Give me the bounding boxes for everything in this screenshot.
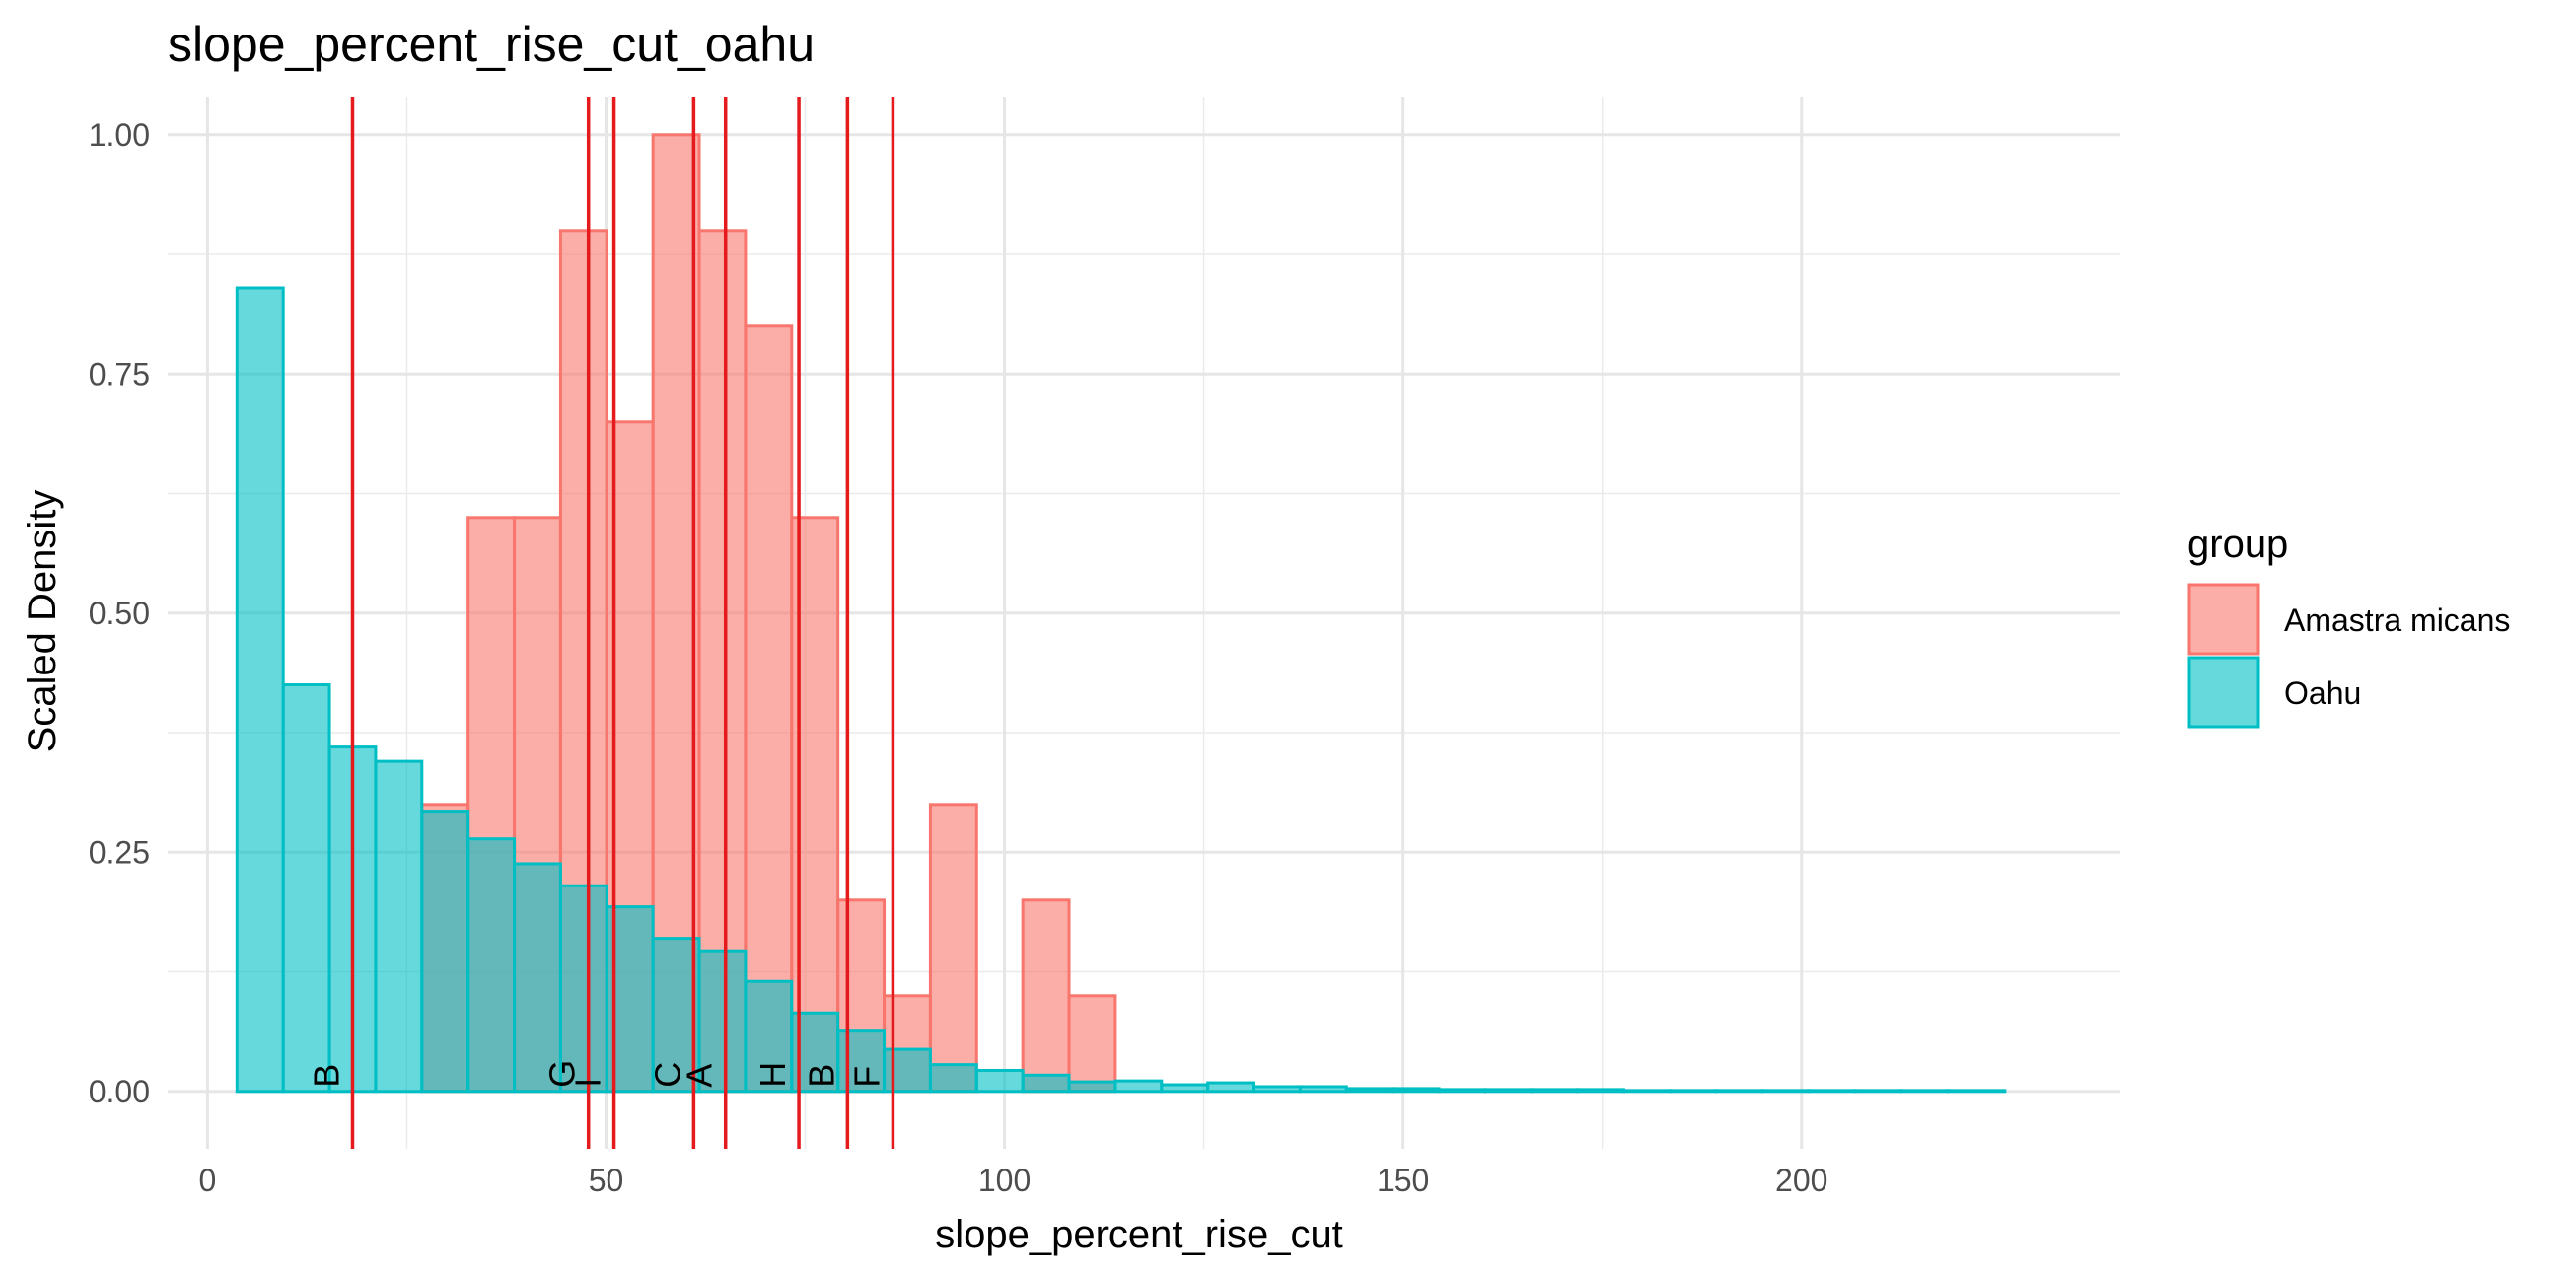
legend-title: group: [2187, 523, 2288, 566]
bar-oahu: [1899, 1089, 1950, 1094]
legend: group Amastra micans Oahu: [2187, 523, 2510, 729]
bar-oahu: [1946, 1089, 2007, 1094]
bar-oahu: [1853, 1089, 1903, 1094]
bar-oahu: [1437, 1088, 1487, 1094]
y-axis-title: Scaled Density: [21, 490, 64, 753]
y-tick-label: 1.00: [89, 117, 150, 153]
x-tick-label: 200: [1775, 1163, 1827, 1198]
reference-line-label: B: [306, 1064, 346, 1088]
axis-ticks: 0 50 100 150 200 0.00 0.25 0.50 0.75 1.00: [89, 117, 1828, 1198]
y-tick-label: 0.50: [89, 596, 150, 631]
bar-oahu: [1530, 1088, 1580, 1094]
bar-oahu: [235, 286, 285, 1094]
bar-oahu: [466, 837, 517, 1094]
bar-oahu: [928, 1063, 978, 1094]
bar-oahu: [1021, 1073, 1071, 1094]
bar-oahu: [1714, 1089, 1764, 1094]
bar-amastra-micans: [928, 803, 978, 1094]
bar-oahu: [1391, 1087, 1441, 1094]
bar-oahu: [1668, 1089, 1718, 1094]
bar-amastra-micans: [1021, 898, 1071, 1094]
x-tick-label: 150: [1377, 1163, 1429, 1198]
y-tick-label: 0.00: [89, 1074, 150, 1109]
series-oahu: [235, 286, 2007, 1094]
bar-amastra-micans: [651, 133, 701, 1094]
bar-oahu: [513, 862, 562, 1094]
bar-oahu: [1113, 1079, 1164, 1094]
x-tick-label: 100: [978, 1163, 1031, 1198]
reference-line-label: B: [801, 1064, 841, 1088]
reference-line-label: G: [542, 1060, 583, 1088]
bar-oahu: [744, 979, 794, 1094]
reference-line-label: I: [568, 1078, 608, 1088]
x-tick-label: 50: [589, 1163, 624, 1198]
bar-oahu: [1576, 1088, 1626, 1094]
bar-oahu: [374, 759, 424, 1094]
legend-label-amastra-micans: Amastra micans: [2284, 602, 2510, 638]
reference-line-label: H: [752, 1062, 793, 1088]
bar-oahu: [1160, 1083, 1210, 1094]
reference-line-label: F: [846, 1066, 887, 1088]
bar-oahu: [1298, 1085, 1348, 1094]
bar-amastra-micans: [1067, 994, 1117, 1094]
bar-oahu: [1252, 1085, 1302, 1094]
bar-amastra-micans: [744, 324, 794, 1094]
bar-oahu: [1483, 1088, 1534, 1094]
y-tick-label: 0.25: [89, 834, 150, 870]
bar-oahu: [1760, 1089, 1811, 1094]
bar-oahu: [1622, 1089, 1672, 1094]
bar-oahu: [883, 1047, 932, 1094]
legend-key-amastra-micans: [2187, 583, 2260, 656]
bar-oahu: [1344, 1087, 1395, 1094]
x-tick-label: 0: [199, 1163, 217, 1198]
series-amastra-micans: [420, 133, 1117, 1094]
reference-line-label: C: [647, 1062, 687, 1088]
legend-label-oahu: Oahu: [2284, 675, 2361, 711]
bar-oahu: [1807, 1089, 1857, 1094]
bar-oahu: [1067, 1080, 1117, 1094]
bar-oahu: [1206, 1081, 1256, 1094]
histogram-bars: [235, 133, 2007, 1094]
bar-oahu: [420, 810, 470, 1094]
y-tick-label: 0.75: [89, 356, 150, 391]
reference-lines: B GI CA H B F: [306, 97, 895, 1149]
bar-oahu: [281, 683, 331, 1094]
bar-oahu: [974, 1068, 1025, 1094]
legend-key-oahu: [2187, 656, 2260, 729]
reference-line-label: A: [680, 1064, 720, 1088]
chart-title: slope_percent_rise_cut_oahu: [168, 17, 815, 72]
bar-oahu: [697, 949, 748, 1094]
x-axis-title: slope_percent_rise_cut: [935, 1213, 1343, 1256]
